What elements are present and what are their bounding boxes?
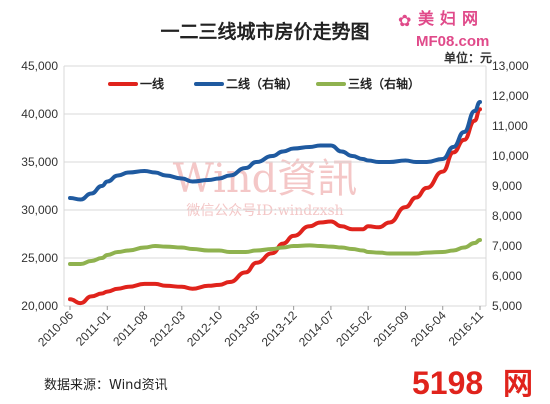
series-line-1 [68,107,482,306]
y-right-tick-label: 11,000 [492,119,528,133]
x-tick-label: 2012-03 [147,308,188,349]
y-right-tick-label: 6,000 [492,269,522,283]
x-axis: 2010-062011-012011-082012-032012-102013-… [35,306,486,349]
y-axis-left: 20,000 25,000 30,000 35,000 40,000 45,000 [21,59,58,313]
x-tick-label: 2010-06 [35,308,76,349]
y-right-tick-label: 10,000 [492,149,529,163]
x-tick-label: 2014-07 [296,308,337,349]
y-left-tick-label: 35,000 [21,155,58,169]
site-logo: ✿ 美妇网 MF08.com [398,9,489,50]
y-right-tick-label: 8,000 [492,209,522,223]
legend: 一线 二线（右轴） 三线（右轴） [108,76,420,91]
x-tick-label: 2013-05 [221,308,262,349]
x-tick-label: 2015-02 [333,308,374,349]
y-left-tick-label: 20,000 [21,299,58,313]
y-left-tick-label: 25,000 [21,251,58,265]
legend-label-1: 一线 [140,76,164,91]
center-watermark-sub: 微信公众号ID:windzxsh [186,203,343,219]
bottom-watermark-char: 网 [503,367,533,402]
x-tick-label: 2012-10 [184,308,225,349]
y-right-tick-label: 5,000 [492,299,522,313]
series-line-2 [68,100,482,202]
logo-petal-icon: ✿ [398,11,411,30]
chart-title: 一二三线城市房价走势图 [160,20,369,43]
site-logo-name: 美妇网 [418,9,484,28]
series-lines [68,100,482,306]
x-tick-label: 2016-11 [446,308,487,349]
legend-label-2: 二线（右轴） [226,76,298,91]
unit-label: 单位：元 [444,50,492,65]
x-tick-label: 2016-04 [408,308,449,349]
y-right-tick-label: 9,000 [492,179,522,193]
x-tick-label: 2013-12 [259,308,300,349]
y-left-tick-label: 30,000 [21,203,58,217]
legend-label-3: 三线（右轴） [348,76,420,91]
y-right-tick-label: 12,000 [492,89,529,103]
y-axis-right: 5,000 6,000 7,000 8,000 9,000 10,000 11,000 12,… [492,59,529,313]
data-source: 数据来源：Wind资讯 [44,378,168,393]
y-right-tick-label: 7,000 [492,239,522,253]
x-tick-label: 2011-01 [73,308,114,349]
y-left-tick-label: 40,000 [21,107,58,121]
site-logo-url: MF08.com [416,33,489,50]
bottom-right-watermark: 5198 网 [412,365,533,402]
x-tick-label: 2015-09 [371,308,412,349]
bottom-watermark-number: 5198 [412,365,483,401]
series-line-3 [68,238,482,266]
x-tick-label: 2011-08 [110,308,151,349]
y-right-tick-label: 13,000 [492,59,529,73]
y-left-tick-label: 45,000 [21,59,58,73]
